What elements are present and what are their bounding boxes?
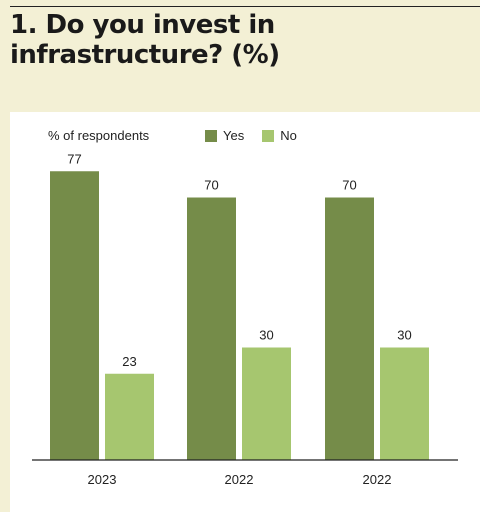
data-label-no-1: 30 bbox=[259, 328, 273, 343]
top-rule bbox=[10, 6, 480, 7]
data-label-no-2: 30 bbox=[397, 328, 411, 343]
bar-yes-2 bbox=[325, 197, 374, 460]
legend-swatch-no bbox=[262, 129, 275, 142]
bar-yes-0 bbox=[50, 171, 99, 460]
bar-no-0 bbox=[105, 373, 154, 460]
bar-no-2 bbox=[380, 347, 429, 460]
x-tick-label-1: 2022 bbox=[225, 472, 254, 487]
x-tick-label-0: 2023 bbox=[88, 472, 117, 487]
y-axis-label: % of respondents bbox=[48, 128, 150, 143]
data-label-yes-1: 70 bbox=[204, 178, 218, 193]
legend-swatch-yes bbox=[205, 129, 217, 142]
bar-yes-1 bbox=[187, 197, 236, 460]
bar-chart: 77 23 2023 70 30 2022 70 30 2022 bbox=[32, 151, 458, 487]
legend-item-no: No bbox=[262, 128, 297, 143]
legend-label-no: No bbox=[280, 128, 297, 143]
bar-no-1 bbox=[242, 347, 291, 460]
legend-label-yes: Yes bbox=[223, 128, 245, 143]
chart-panel: % of respondents Yes No 77 23 2023 70 30 2022… bbox=[10, 112, 480, 512]
data-label-yes-2: 70 bbox=[342, 178, 356, 193]
data-label-no-0: 23 bbox=[122, 354, 136, 369]
x-tick-label-2: 2022 bbox=[363, 472, 392, 487]
chart-title: 1. Do you invest in infrastructure? (%) bbox=[10, 10, 280, 70]
legend-item-yes: Yes bbox=[205, 128, 244, 143]
data-label-yes-0: 77 bbox=[67, 151, 81, 166]
legend: Yes No bbox=[205, 128, 315, 143]
